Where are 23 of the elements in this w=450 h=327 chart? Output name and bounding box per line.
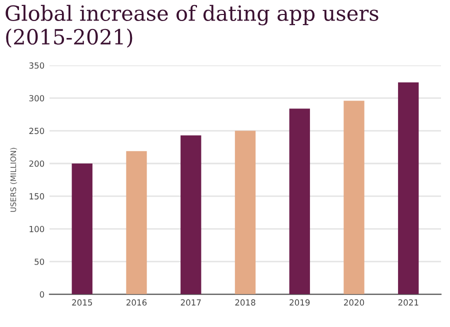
x-tick-label: 2021	[398, 299, 418, 306]
bar	[126, 151, 147, 294]
y-tick-label: 300	[29, 95, 44, 102]
bar	[344, 100, 364, 294]
bar	[289, 108, 310, 294]
y-tick-label: 0	[40, 291, 44, 298]
x-tick-label: 2019	[290, 299, 310, 306]
y-tick-label: 350	[29, 62, 44, 69]
x-tick-label: 2020	[344, 299, 364, 306]
x-tick-label: 2016	[126, 299, 147, 306]
bar	[72, 164, 92, 294]
y-tick-label: 100	[30, 226, 44, 232]
y-tick-label: 50	[34, 258, 44, 265]
x-tick-label: 2018	[235, 299, 256, 306]
y-tick-label: 150	[30, 193, 44, 200]
bar	[398, 82, 419, 294]
bar	[234, 130, 256, 294]
chart-title: Global increase of dating app users (2015-2021)	[6, 4, 378, 48]
x-tick-label: 2015	[72, 299, 92, 306]
bar	[180, 135, 202, 294]
y-tick-label: 200	[29, 160, 44, 167]
x-tick-label: 2017	[180, 299, 201, 306]
y-tick-label: 250	[29, 128, 44, 134]
